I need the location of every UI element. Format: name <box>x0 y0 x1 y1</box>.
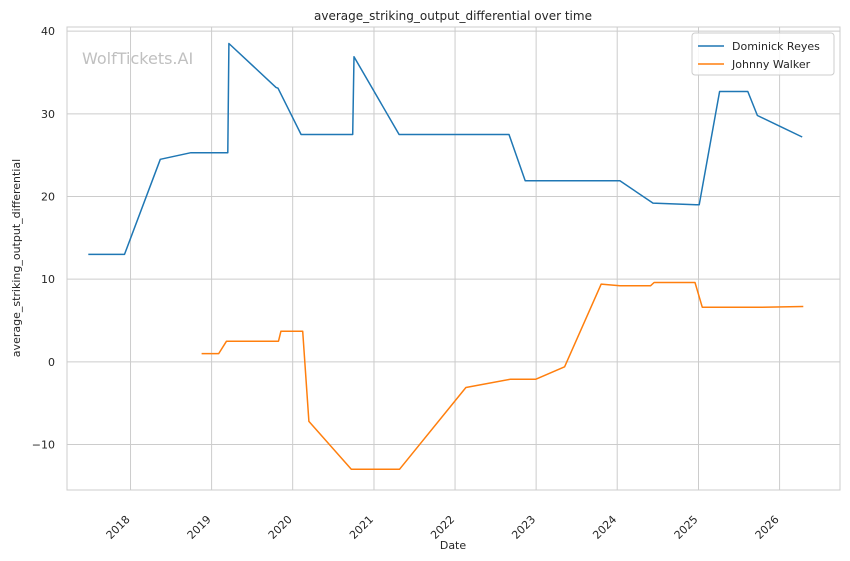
y-tick-label: 30 <box>41 108 55 121</box>
y-tick-label: 10 <box>41 273 55 286</box>
chart-title: average_striking_output_differential ove… <box>314 9 592 23</box>
plot-frame <box>66 26 841 491</box>
y-tick-label: −10 <box>32 439 55 452</box>
legend: Dominick Reyes Johnny Walker <box>691 32 835 76</box>
x-axis-title: Date <box>440 539 467 552</box>
legend-label-walker: Johnny Walker <box>731 58 811 71</box>
grid-lines <box>67 27 840 490</box>
y-axis-title: average_striking_output_differential <box>10 159 23 357</box>
y-tick-label: 0 <box>48 356 55 369</box>
y-tick-label: 40 <box>41 25 55 38</box>
y-tick-labels: −10 0 10 20 30 40 <box>32 25 55 451</box>
series-line-dominick-reyes <box>88 42 803 256</box>
legend-label-reyes: Dominick Reyes <box>732 40 820 53</box>
legend-box <box>691 32 835 76</box>
series-lines <box>88 42 804 471</box>
series-line-johnny-walker <box>201 281 804 471</box>
watermark: WolfTickets.AI <box>82 49 193 68</box>
y-tick-label: 20 <box>41 190 55 203</box>
